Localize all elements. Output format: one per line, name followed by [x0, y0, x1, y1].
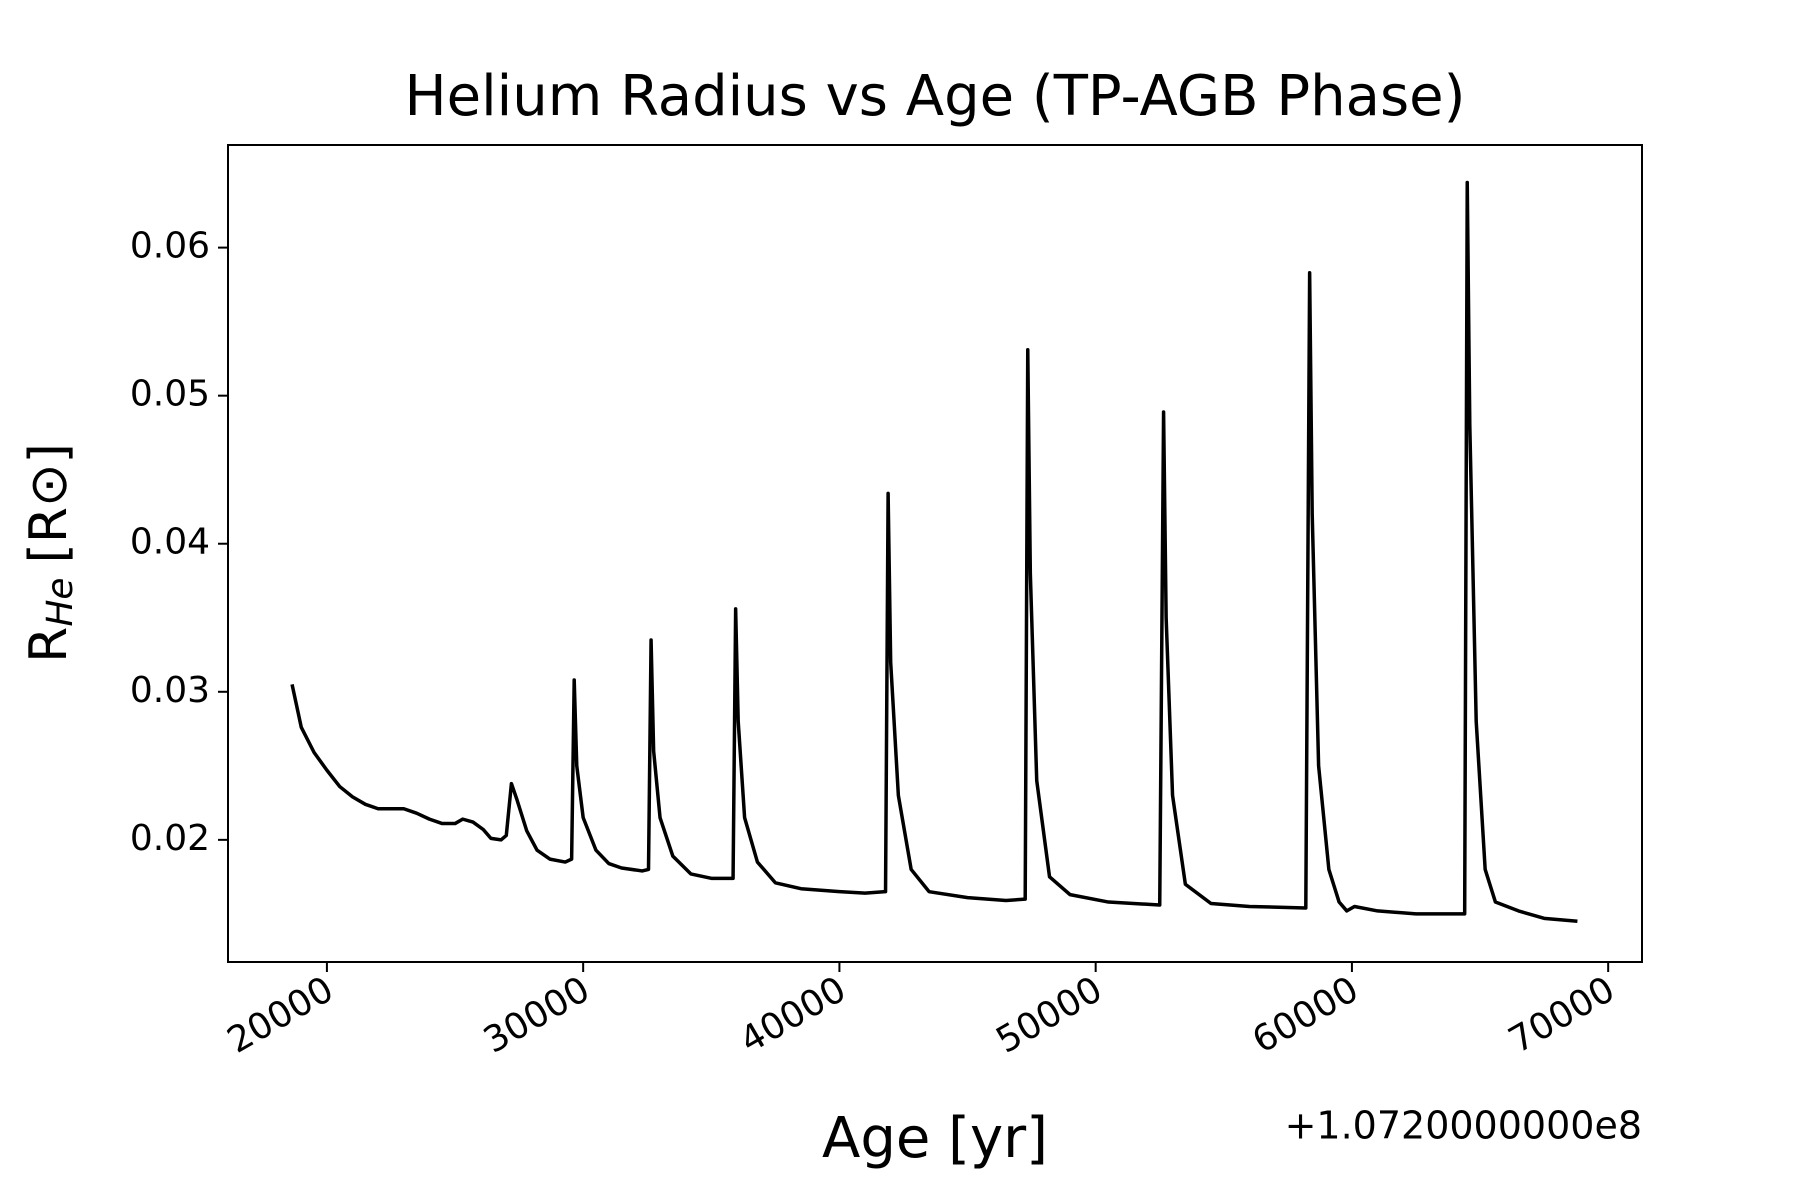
x-offset-label: +1.0720000000e8 [1285, 1104, 1642, 1148]
chart-title: Helium Radius vs Age (TP-AGB Phase) [405, 64, 1466, 129]
y-label-base: R [19, 627, 79, 663]
y-axis-label: RHe [R⊙] [19, 443, 81, 663]
y-tick-label: 0.04 [130, 522, 210, 563]
y-tick-label: 0.03 [130, 670, 210, 711]
plot-frame [227, 144, 1643, 963]
x-axis-label: Age [yr] [822, 1106, 1048, 1171]
y-label-sub: He [40, 577, 81, 626]
y-label-unit: [R⊙] [19, 443, 79, 563]
y-tick-label: 0.06 [130, 226, 210, 267]
y-tick-label: 0.02 [130, 818, 210, 859]
data-line [290, 180, 1578, 924]
y-tick-label: 0.05 [130, 374, 210, 415]
